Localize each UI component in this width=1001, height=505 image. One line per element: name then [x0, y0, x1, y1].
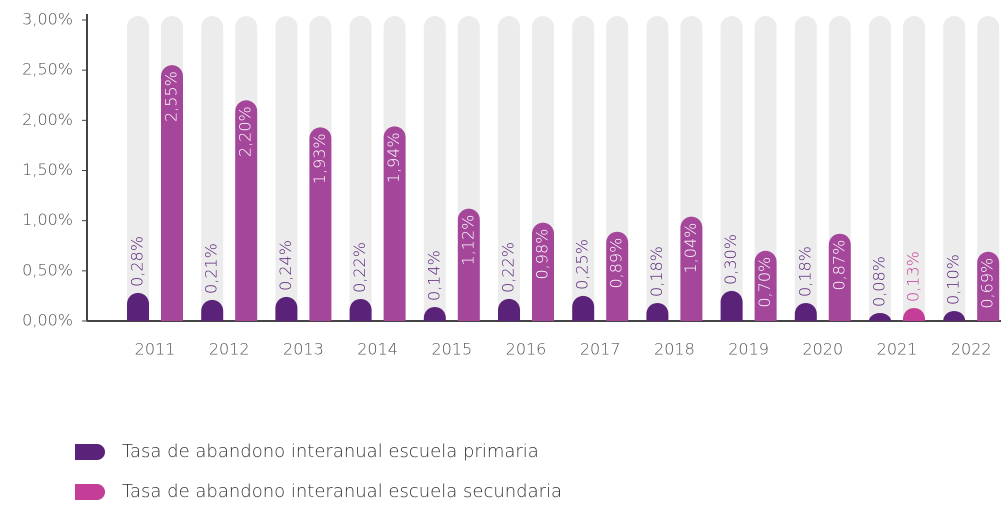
legend-marker [75, 444, 105, 460]
bar [457, 208, 480, 321]
x-tick-label: 2016 [506, 340, 547, 359]
track [201, 16, 224, 321]
value-label: 0,18% [647, 246, 666, 297]
value-label: 0,24% [276, 240, 295, 291]
value-label: 1,94% [384, 132, 403, 183]
value-label: 0,18% [795, 246, 814, 297]
x-tick-label: 2017 [580, 340, 621, 359]
y-tick-label: 2,00% [22, 110, 73, 129]
value-label: 0,22% [499, 242, 518, 293]
legend-label: Tasa de abandono interanual escuela secu… [122, 481, 562, 502]
y-tick-label: 1,50% [22, 160, 73, 179]
track [903, 16, 925, 321]
value-label: 1,12% [458, 215, 477, 266]
bar [794, 302, 817, 321]
x-tick-label: 2020 [802, 340, 843, 359]
value-label: 0,70% [755, 257, 774, 308]
track [943, 16, 966, 321]
bar [423, 306, 446, 321]
value-label: 2,20% [236, 106, 255, 157]
x-tick-label: 2011 [135, 340, 176, 359]
value-label: 0,89% [607, 238, 626, 289]
x-tick-label: 2012 [209, 340, 250, 359]
bar [977, 251, 1000, 321]
track [646, 16, 669, 321]
track [127, 16, 149, 321]
bar [572, 295, 595, 321]
bar [828, 233, 851, 321]
bar [869, 312, 891, 321]
value-label: 0,28% [128, 236, 147, 287]
legend-label: Tasa de abandono interanual escuela prim… [122, 441, 539, 462]
track [794, 16, 817, 321]
bar [680, 216, 703, 321]
x-tick-label: 2013 [283, 340, 324, 359]
legend-marker [75, 484, 105, 500]
bar [720, 290, 743, 321]
value-label: 0,69% [978, 258, 997, 309]
x-tick-label: 2021 [877, 340, 918, 359]
bar [646, 302, 669, 321]
x-tick-label: 2015 [431, 340, 472, 359]
track [869, 16, 891, 321]
value-label: 1,04% [681, 223, 700, 274]
track [423, 16, 446, 321]
x-tick-label: 2018 [654, 340, 695, 359]
bar [606, 231, 629, 321]
x-tick-label: 2019 [728, 340, 769, 359]
value-label: 0,14% [424, 250, 443, 301]
track [275, 16, 298, 321]
bar [235, 100, 258, 321]
x-tick-label: 2022 [951, 340, 992, 359]
value-label: 0,30% [721, 234, 740, 285]
track [977, 16, 1000, 321]
value-label: 0,98% [533, 229, 552, 280]
bar [754, 250, 777, 321]
value-label: 0,10% [944, 254, 963, 305]
y-tick-label: 0,50% [22, 260, 73, 279]
y-tick-label: 2,50% [22, 60, 73, 79]
y-tick-label: 0,00% [22, 311, 73, 330]
track [349, 16, 372, 321]
y-tick-label: 3,00% [22, 10, 73, 29]
track [720, 16, 743, 321]
bar [275, 296, 298, 321]
value-label: 0,25% [573, 239, 592, 290]
track [498, 16, 520, 321]
value-label: 0,13% [904, 251, 923, 302]
bar [161, 65, 183, 322]
bar [498, 298, 520, 321]
x-tick-label: 2014 [357, 340, 398, 359]
bar [349, 298, 372, 321]
track [572, 16, 595, 321]
value-label: 0,87% [829, 240, 848, 291]
bar [903, 307, 925, 321]
bar [943, 310, 966, 321]
bar [383, 126, 406, 321]
y-tick-label: 1,00% [22, 210, 73, 229]
bar [532, 222, 554, 321]
value-label: 0,21% [202, 243, 221, 294]
bar [309, 127, 332, 321]
track [754, 16, 777, 321]
value-label: 2,55% [162, 71, 181, 122]
value-label: 1,93% [310, 133, 329, 184]
bar [127, 292, 149, 321]
value-label: 0,22% [350, 242, 369, 293]
value-label: 0,08% [870, 256, 889, 307]
bar [201, 299, 224, 321]
